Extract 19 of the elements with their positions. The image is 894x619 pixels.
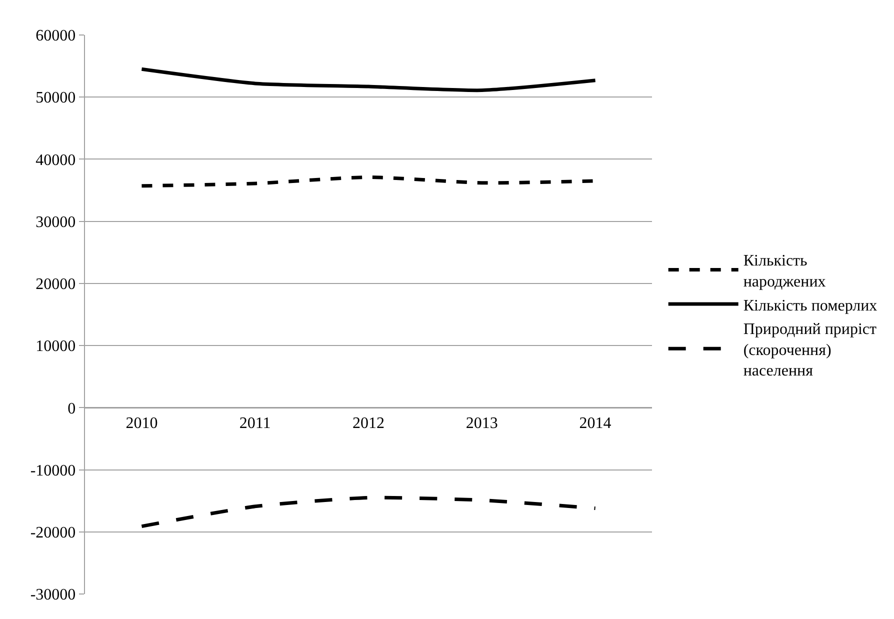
- y-tick-label: 60000: [36, 28, 76, 45]
- legend-label: Кількість народжених: [743, 252, 826, 290]
- y-tick-label: 0: [68, 400, 76, 418]
- y-tick-label: -30000: [30, 586, 76, 604]
- y-tick-label: 40000: [36, 152, 76, 169]
- x-tick-label: 2013: [466, 415, 498, 432]
- x-tick-label: 2012: [352, 415, 384, 432]
- line-series: [140, 67, 598, 92]
- y-tick-label: -10000: [30, 462, 76, 480]
- y-tick-label: -20000: [30, 524, 76, 542]
- legend-label: Кількість померлих: [743, 297, 878, 314]
- x-tick-label: 2014: [579, 415, 612, 432]
- y-tick-label: 30000: [36, 214, 76, 231]
- y-tick-label: 10000: [36, 338, 76, 356]
- y-tick-label: 50000: [36, 90, 76, 107]
- legend-label: Природний приріст (скорочення) населення: [743, 321, 876, 380]
- x-tick-label: 2010: [126, 415, 158, 432]
- x-tick-label: 2011: [239, 415, 271, 432]
- y-tick-label: 20000: [36, 276, 76, 294]
